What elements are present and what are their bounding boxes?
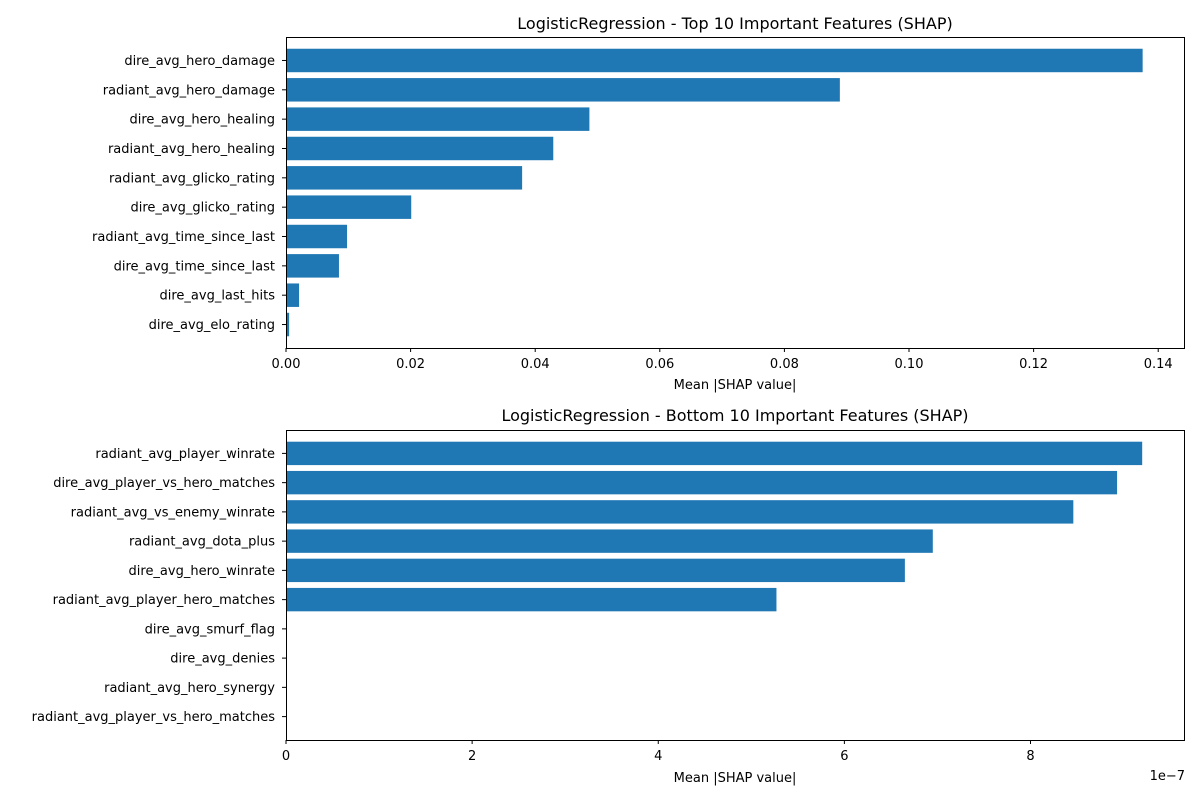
top-y-tick-label: dire_avg_hero_healing xyxy=(129,113,275,128)
bottom-y-tick-label: radiant_avg_player_vs_hero_matches xyxy=(32,710,276,725)
bottom-y-tick-label: radiant_avg_dota_plus xyxy=(129,535,275,550)
top-bar-dire-avg-glicko-rating xyxy=(286,195,412,219)
bottom-chart-title: LogisticRegression - Bottom 10 Important… xyxy=(501,406,968,425)
top-chart-y-ticks: dire_avg_elo_rating dire_avg_last_hits dir… xyxy=(92,54,286,333)
top-y-tick-label: dire_avg_glicko_rating xyxy=(131,201,276,216)
bottom-y-tick-label: dire_avg_player_vs_hero_matches xyxy=(53,476,275,491)
bottom-chart-y-ticks: radiant_avg_player_vs_hero_matches radian… xyxy=(32,447,286,725)
top-y-tick-label: dire_avg_hero_damage xyxy=(124,54,275,69)
top-bar-dire-avg-time-since-last xyxy=(286,254,339,278)
top-features-chart: LogisticRegression - Top 10 Important Fe… xyxy=(92,14,1185,393)
bottom-bar-radiant-avg-dota-plus xyxy=(286,529,933,553)
top-x-tick-label: 0.14 xyxy=(1144,357,1173,372)
bottom-chart-offset-label: 1e−7 xyxy=(1150,769,1185,784)
bottom-y-tick-label: radiant_avg_player_winrate xyxy=(95,447,275,462)
bottom-y-tick-label: dire_avg_denies xyxy=(170,652,275,667)
bottom-y-tick-label: radiant_avg_player_hero_matches xyxy=(53,593,276,608)
top-y-tick-label: radiant_avg_hero_healing xyxy=(108,142,275,157)
top-y-tick-label: dire_avg_elo_rating xyxy=(149,318,275,333)
top-bar-radiant-avg-hero-healing xyxy=(286,136,554,161)
top-bar-dire-avg-elo-rating xyxy=(286,312,290,337)
bottom-x-tick-label: 0 xyxy=(282,749,290,764)
bottom-chart-bars xyxy=(286,441,1143,612)
top-chart-axes-frame xyxy=(286,37,1185,349)
top-bar-dire-avg-hero-healing xyxy=(286,107,590,131)
top-x-tick-label: 0.04 xyxy=(521,357,550,372)
top-bar-radiant-avg-glicko-rating xyxy=(286,166,523,190)
bottom-y-tick-label: radiant_avg_hero_synergy xyxy=(104,681,275,696)
bottom-y-tick-label: dire_avg_smurf_flag xyxy=(145,622,275,637)
bottom-bar-radiant-avg-player-winrate xyxy=(286,441,1143,466)
top-chart-x-axis-label: Mean |SHAP value| xyxy=(674,378,797,393)
bottom-y-tick-label: dire_avg_hero_winrate xyxy=(129,564,275,579)
top-bar-radiant-avg-hero-damage xyxy=(286,78,840,102)
bottom-bar-radiant-avg-vs-enemy-winrate xyxy=(286,500,1074,524)
bottom-x-tick-label: 2 xyxy=(468,749,476,764)
top-y-tick-label: radiant_avg_hero_damage xyxy=(103,83,275,98)
bottom-bar-radiant-avg-player-hero-matches xyxy=(286,587,777,612)
top-x-tick-label: 0.06 xyxy=(645,357,674,372)
top-bar-dire-avg-last-hits xyxy=(286,283,300,307)
top-x-tick-label: 0.08 xyxy=(770,357,799,372)
bottom-y-tick-label: radiant_avg_vs_enemy_winrate xyxy=(71,505,275,520)
bottom-bar-dire-avg-hero-winrate xyxy=(286,558,905,583)
top-x-tick-label: 0.02 xyxy=(396,357,425,372)
bottom-chart-x-axis-label: Mean |SHAP value| xyxy=(674,771,797,786)
bottom-x-tick-label: 8 xyxy=(1026,749,1034,764)
bottom-features-chart: LogisticRegression - Bottom 10 Important… xyxy=(32,406,1185,786)
top-bar-dire-avg-hero-damage xyxy=(286,48,1143,73)
top-bar-radiant-avg-time-since-last xyxy=(286,224,348,249)
top-y-tick-label: radiant_avg_glicko_rating xyxy=(109,171,275,186)
top-y-tick-label: dire_avg_last_hits xyxy=(159,289,275,304)
top-chart-title: LogisticRegression - Top 10 Important Fe… xyxy=(517,14,952,33)
top-x-tick-label: 0.00 xyxy=(272,357,301,372)
bottom-x-tick-label: 4 xyxy=(654,749,662,764)
top-x-tick-label: 0.12 xyxy=(1019,357,1048,372)
top-x-tick-label: 0.10 xyxy=(895,357,924,372)
bottom-chart-axes-frame xyxy=(286,430,1185,741)
top-y-tick-label: dire_avg_time_since_last xyxy=(114,259,275,274)
bottom-bar-dire-avg-player-vs-hero-matches xyxy=(286,470,1118,495)
top-y-tick-label: radiant_avg_time_since_last xyxy=(92,230,275,245)
bottom-x-tick-label: 6 xyxy=(840,749,848,764)
top-chart-bars xyxy=(286,48,1143,337)
top-chart-x-ticks: 0.00 0.02 0.04 0.06 0.08 0.10 0.12 0.14 xyxy=(272,348,1173,372)
